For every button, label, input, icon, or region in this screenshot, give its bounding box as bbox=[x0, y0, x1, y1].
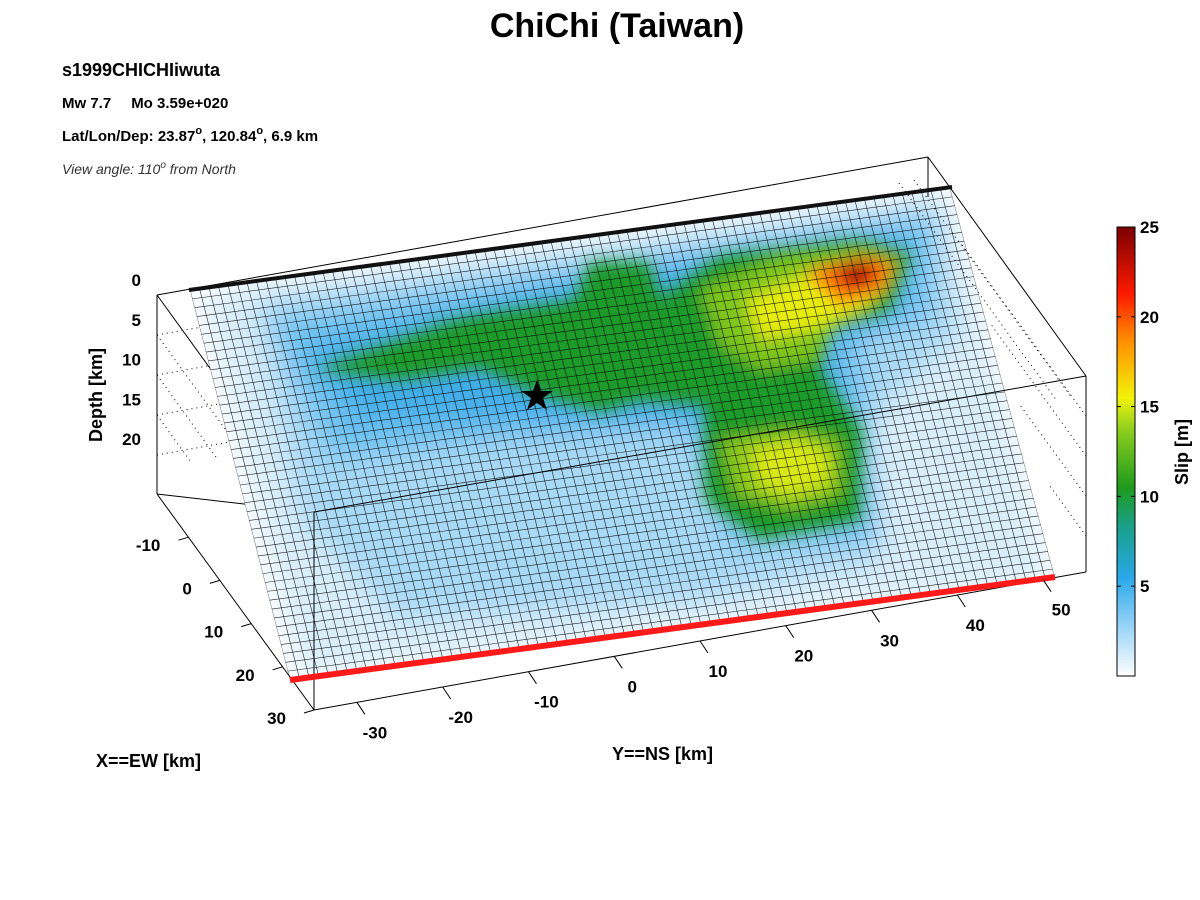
y-tick-mark bbox=[356, 702, 366, 715]
y-tick-label: 50 bbox=[1052, 601, 1071, 620]
depth-axis: 0 5 10 15 20 Depth [km] bbox=[86, 271, 141, 449]
x-tick-mark bbox=[272, 666, 283, 671]
seismic-moment: Mo 3.59e+020 bbox=[131, 95, 228, 112]
colorbar-label: Slip [m] bbox=[1172, 419, 1192, 485]
y-axis: -30 -20 -10 0 10 20 30 40 50 Y==NS [km] bbox=[356, 579, 1071, 764]
fault-grid bbox=[190, 188, 1055, 680]
colorbar: 5 10 15 20 25 Slip [m] bbox=[1116, 218, 1192, 677]
y-tick-label: 20 bbox=[794, 647, 813, 666]
colorbar-tick-label: 10 bbox=[1140, 487, 1159, 506]
colorbar-tick-label: 15 bbox=[1140, 398, 1159, 417]
y-tick-label: 30 bbox=[880, 631, 899, 650]
depth-tick-label: 20 bbox=[122, 430, 141, 449]
x-tick-label: 20 bbox=[236, 666, 255, 685]
x-axis-label: X==EW [km] bbox=[96, 751, 201, 771]
y-tick-mark bbox=[699, 640, 709, 654]
depth-tick-label: 0 bbox=[132, 271, 141, 290]
hypocenter-location: Lat/Lon/Dep: 23.87o, 120.84o, 6.9 km bbox=[62, 125, 318, 145]
fault-surface-trace bbox=[289, 574, 1056, 683]
x-tick-mark bbox=[209, 579, 220, 584]
y-tick-mark bbox=[442, 686, 452, 700]
y-axis-label: Y==NS [km] bbox=[612, 744, 713, 764]
view-angle: View angle: 110o from North bbox=[62, 160, 236, 177]
y-tick-mark bbox=[528, 671, 537, 684]
y-tick-label: 0 bbox=[627, 677, 636, 696]
x-tick-label: 10 bbox=[204, 623, 223, 642]
colorbar-tick-label: 5 bbox=[1140, 577, 1149, 596]
y-tick-mark bbox=[956, 594, 966, 608]
y-tick-label: 10 bbox=[709, 662, 728, 681]
y-tick-label: 40 bbox=[966, 616, 985, 635]
hypocenter-star bbox=[521, 380, 553, 410]
x-tick-label: 30 bbox=[267, 709, 286, 728]
x-tick-mark bbox=[241, 623, 252, 628]
fault-plane bbox=[190, 188, 1055, 680]
colorbar-ramp bbox=[1116, 226, 1136, 677]
depth-tick-label: 5 bbox=[132, 311, 141, 330]
y-tick-label: -10 bbox=[534, 693, 559, 712]
y-tick-mark bbox=[785, 625, 795, 638]
x-tick-label: -10 bbox=[136, 536, 161, 555]
depth-tick-label: 15 bbox=[122, 390, 141, 409]
x-tick-mark bbox=[178, 536, 189, 541]
chart-title: ChiChi (Taiwan) bbox=[490, 7, 744, 45]
x-tick-mark bbox=[303, 709, 315, 714]
depth-axis-label: Depth [km] bbox=[86, 348, 106, 442]
x-axis: -10 0 10 20 30 X==EW [km] bbox=[96, 536, 315, 771]
colorbar-tick-label: 20 bbox=[1140, 308, 1159, 327]
slip-field bbox=[190, 188, 1055, 680]
magnitude-moment: Mw 7.7 Mo 3.59e+020 bbox=[62, 95, 228, 112]
colorbar-tick-label: 25 bbox=[1140, 218, 1159, 237]
event-id: s1999CHICHIiwuta bbox=[62, 60, 221, 80]
right-side-gridlines bbox=[898, 179, 1087, 537]
fault-top-edge bbox=[188, 185, 953, 292]
x-tick-label: 0 bbox=[182, 579, 191, 598]
y-tick-mark bbox=[613, 656, 623, 669]
depth-tick-label: 10 bbox=[122, 351, 141, 370]
y-tick-mark bbox=[871, 610, 880, 623]
magnitude: Mw 7.7 bbox=[62, 95, 111, 112]
y-tick-label: -30 bbox=[363, 723, 388, 742]
y-tick-mark bbox=[1042, 579, 1052, 592]
y-tick-label: -20 bbox=[448, 708, 473, 727]
